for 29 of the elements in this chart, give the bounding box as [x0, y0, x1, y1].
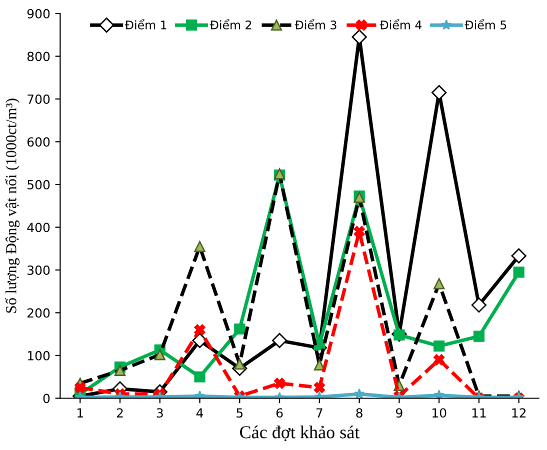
x-axis-title: Các đợt khảo sát — [240, 426, 360, 442]
y-tick-label: 600 — [27, 137, 50, 147]
legend-label: Điểm 5 — [464, 19, 506, 30]
legend-label: Điểm 2 — [210, 19, 252, 30]
y-tick-label: 300 — [28, 265, 50, 275]
x-tick-label: 12 — [512, 408, 526, 418]
y-tick-label: 200 — [28, 308, 50, 318]
x-tick-label: 4 — [196, 408, 204, 418]
x-tick-label: 1 — [78, 408, 83, 418]
x-tick-label: 2 — [116, 408, 123, 418]
y-tick-label: 400 — [27, 222, 50, 232]
y-tick-label: 500 — [28, 180, 50, 190]
y-tick-label: 800 — [27, 52, 50, 62]
x-tick-label: 8 — [356, 408, 362, 418]
y-tick-label: 700 — [28, 94, 50, 104]
legend-label: Điểm 4 — [380, 19, 422, 30]
legend-label: Điểm 3 — [294, 19, 336, 30]
y-tick-label: 100 — [28, 350, 50, 360]
y-tick-label: 0 — [43, 394, 50, 404]
x-tick-label: 3 — [156, 408, 163, 418]
x-tick-label: 7 — [316, 408, 322, 418]
x-tick-label: 5 — [236, 408, 243, 418]
legend-label: Điểm 1 — [124, 19, 166, 30]
x-tick-label: 11 — [472, 408, 486, 418]
y-axis-title: Số lượng Động vật nổi (1000ct/m³) — [5, 98, 20, 313]
x-tick-label: 6 — [276, 408, 283, 418]
x-tick-label: 9 — [396, 408, 402, 418]
y-tick-label: 900 — [27, 8, 50, 18]
x-tick-label: 10 — [432, 408, 446, 418]
